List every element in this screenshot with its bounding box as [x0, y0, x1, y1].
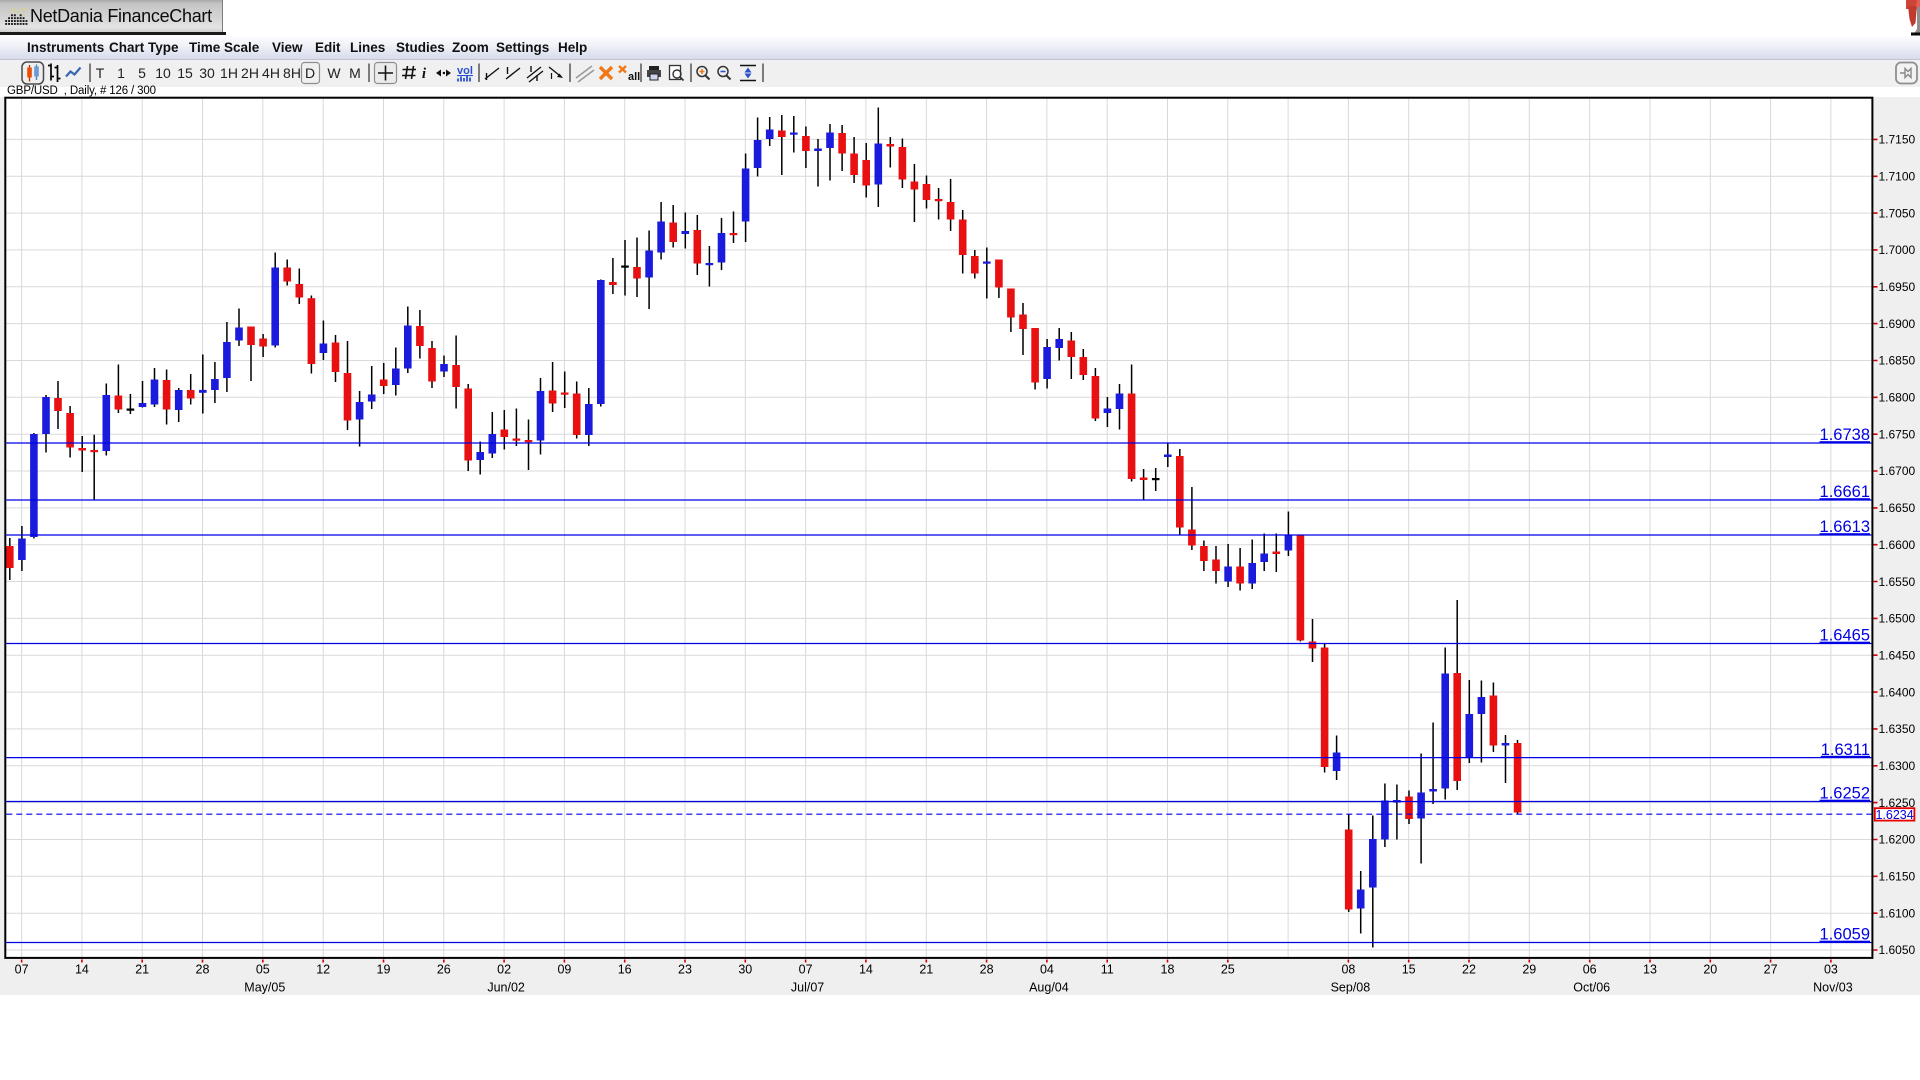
svg-text:10: 10 [155, 65, 171, 81]
svg-text:May/05: May/05 [244, 981, 285, 995]
svg-text:T: T [96, 65, 105, 81]
svg-text:07: 07 [15, 963, 29, 977]
svg-text:08: 08 [1341, 963, 1355, 977]
svg-text:13: 13 [1643, 963, 1657, 977]
svg-text:21: 21 [135, 963, 149, 977]
svg-text:1.6700: 1.6700 [1879, 464, 1916, 478]
svg-text:1.6613: 1.6613 [1820, 518, 1870, 536]
svg-text:1.7000: 1.7000 [1879, 243, 1916, 257]
svg-text:29: 29 [1522, 963, 1536, 977]
svg-text:1.6350: 1.6350 [1879, 722, 1916, 736]
svg-text:i: i [422, 66, 427, 82]
svg-text:12: 12 [316, 963, 330, 977]
svg-text:09: 09 [557, 963, 571, 977]
svg-text:vol: vol [457, 65, 473, 77]
svg-text:1.7100: 1.7100 [1879, 170, 1916, 184]
svg-text:23: 23 [678, 963, 692, 977]
svg-text:8H: 8H [283, 65, 301, 81]
svg-text:1.6950: 1.6950 [1879, 280, 1916, 294]
svg-text:1.6850: 1.6850 [1879, 354, 1916, 368]
svg-text:1.6750: 1.6750 [1879, 427, 1916, 441]
svg-text:1H: 1H [220, 65, 238, 81]
svg-text:28: 28 [980, 963, 994, 977]
svg-text:1.6234: 1.6234 [1875, 808, 1913, 822]
svg-text:1.6200: 1.6200 [1879, 833, 1916, 847]
svg-text:21: 21 [919, 963, 933, 977]
svg-text:1.6738: 1.6738 [1820, 426, 1870, 444]
svg-text:1.6250: 1.6250 [1879, 796, 1916, 810]
svg-text:18: 18 [1161, 963, 1175, 977]
svg-text:14: 14 [859, 963, 873, 977]
svg-text:Oct/06: Oct/06 [1573, 981, 1610, 995]
svg-text:2H: 2H [241, 65, 259, 81]
svg-text:1.6050: 1.6050 [1879, 943, 1916, 957]
svg-text:1.6800: 1.6800 [1879, 391, 1916, 405]
svg-text:1.6900: 1.6900 [1879, 317, 1916, 331]
svg-text:Sep/08: Sep/08 [1331, 981, 1371, 995]
svg-text:16: 16 [618, 963, 632, 977]
svg-text:1.6150: 1.6150 [1879, 870, 1916, 884]
svg-text:19: 19 [377, 963, 391, 977]
svg-text:Jul/07: Jul/07 [791, 981, 824, 995]
svg-text:1.6059: 1.6059 [1820, 926, 1870, 944]
svg-text:27: 27 [1764, 963, 1778, 977]
svg-text:Nov/03: Nov/03 [1813, 981, 1853, 995]
svg-text:1.6500: 1.6500 [1879, 612, 1916, 626]
svg-text:Jun/02: Jun/02 [487, 981, 525, 995]
svg-text:all: all [628, 71, 640, 83]
svg-text:26: 26 [437, 963, 451, 977]
svg-text:28: 28 [196, 963, 210, 977]
svg-text:1.6550: 1.6550 [1879, 575, 1916, 589]
svg-text:03: 03 [1824, 963, 1838, 977]
svg-text:1.7150: 1.7150 [1879, 133, 1916, 147]
svg-text:1.6600: 1.6600 [1879, 538, 1916, 552]
svg-text:1.6311: 1.6311 [1821, 741, 1870, 759]
svg-text:1.6450: 1.6450 [1879, 648, 1916, 662]
svg-text:5: 5 [138, 65, 146, 81]
svg-text:04: 04 [1040, 963, 1054, 977]
svg-text:25: 25 [1221, 963, 1235, 977]
svg-text:W: W [327, 65, 341, 81]
svg-text:1.7050: 1.7050 [1879, 206, 1916, 220]
svg-text:M: M [349, 65, 361, 81]
svg-text:07: 07 [799, 963, 813, 977]
svg-text:20: 20 [1703, 963, 1717, 977]
svg-text:1.6400: 1.6400 [1879, 685, 1916, 699]
svg-text:4H: 4H [262, 65, 280, 81]
svg-text:06: 06 [1583, 963, 1597, 977]
svg-text:14: 14 [75, 963, 89, 977]
svg-text:30: 30 [738, 963, 752, 977]
svg-text:1.6300: 1.6300 [1879, 759, 1916, 773]
svg-text:15: 15 [177, 65, 193, 81]
svg-text:D: D [305, 65, 315, 81]
svg-text:1.6252: 1.6252 [1820, 785, 1870, 803]
svg-text:05: 05 [256, 963, 270, 977]
svg-text:11: 11 [1101, 963, 1114, 977]
svg-text:22: 22 [1462, 963, 1476, 977]
svg-text:30: 30 [199, 65, 215, 81]
svg-text:1.6100: 1.6100 [1879, 906, 1916, 920]
svg-text:02: 02 [497, 963, 511, 977]
svg-text:1.6650: 1.6650 [1879, 501, 1916, 515]
svg-text:1: 1 [117, 65, 125, 81]
svg-text:1.6465: 1.6465 [1820, 627, 1870, 645]
svg-text:1.6661: 1.6661 [1820, 483, 1870, 501]
svg-text:Aug/04: Aug/04 [1029, 981, 1069, 995]
svg-text:15: 15 [1402, 963, 1416, 977]
